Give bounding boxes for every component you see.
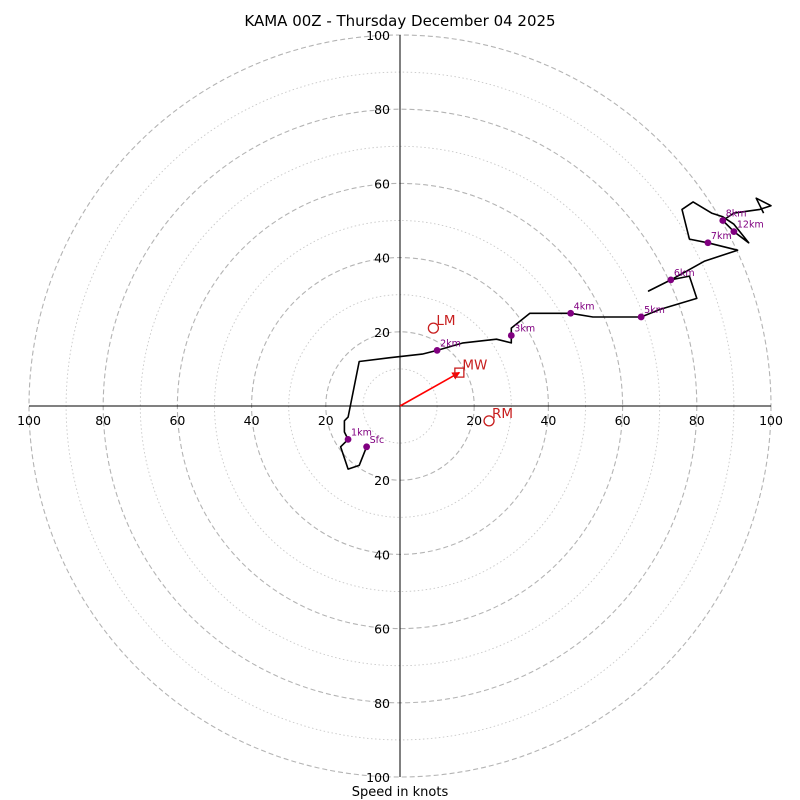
tick-label-left-20: 20	[318, 413, 334, 428]
height-label-8km: 8km	[726, 209, 747, 220]
tick-label-right-100: 100	[759, 413, 783, 428]
tick-label-up-60: 60	[374, 176, 390, 191]
tick-label-down-100: 100	[366, 770, 390, 785]
height-marker-Sfc	[363, 443, 371, 451]
tick-label-up-80: 80	[374, 102, 390, 117]
storm-motion-marker-RM	[483, 415, 495, 427]
mean-wind-vector	[399, 371, 461, 407]
tick-label-down-60: 60	[374, 622, 390, 637]
height-marker-2km	[433, 346, 441, 354]
tick-label-left-100: 100	[17, 413, 41, 428]
tick-label-right-40: 40	[540, 413, 556, 428]
hodograph-trace	[339, 197, 772, 470]
height-label-3km: 3km	[514, 324, 535, 335]
storm-motion-label-MW: MW	[462, 358, 487, 374]
tick-label-down-20: 20	[374, 473, 390, 488]
tick-label-down-80: 80	[374, 696, 390, 711]
height-marker-1km	[344, 435, 352, 443]
storm-motion-label-LM: LM	[436, 313, 455, 329]
tick-label-right-20: 20	[466, 413, 482, 428]
height-label-7km: 7km	[711, 231, 732, 242]
height-label-12km: 12km	[737, 220, 764, 231]
tick-label-up-20: 20	[374, 325, 390, 340]
tick-labels: 20 20 20 20 40 40 40 40 60 60 60 60 80 80 80 80 100 100 10…	[17, 28, 783, 785]
tick-label-up-40: 40	[374, 251, 390, 266]
tick-label-up-100: 100	[366, 28, 390, 43]
tick-label-right-60: 60	[615, 413, 631, 428]
height-marker-8km	[719, 217, 727, 224]
height-label-6km: 6km	[674, 268, 695, 279]
tick-label-right-80: 80	[689, 413, 705, 428]
height-marker-6km	[667, 276, 675, 284]
storm-motion-marker-LM	[427, 322, 440, 334]
x-axis-label: Speed in knots	[352, 785, 449, 800]
height-marker-3km	[507, 332, 515, 339]
height-label-4km: 4km	[574, 301, 595, 312]
height-marker-5km	[637, 313, 645, 321]
storm-motion-label-RM: RM	[492, 406, 513, 422]
height-label-5km: 5km	[644, 305, 665, 316]
height-label-1km: 1km	[351, 427, 372, 438]
tick-label-left-80: 80	[95, 413, 111, 428]
height-marker-4km	[567, 309, 575, 317]
hodograph-trace-group	[339, 197, 772, 470]
tick-label-left-40: 40	[244, 413, 260, 428]
chart-title: KAMA 00Z - Thursday December 04 2025	[244, 12, 555, 30]
storm-motion-markers: LM MW RM	[399, 313, 513, 427]
height-marker-7km	[704, 239, 712, 247]
tick-label-down-40: 40	[374, 547, 390, 562]
tick-label-left-60: 60	[169, 413, 185, 428]
height-label-Sfc: Sfc	[370, 435, 385, 446]
storm-motion-marker-MW	[454, 367, 465, 378]
height-marker-12km	[730, 228, 738, 236]
height-label-2km: 2km	[440, 338, 461, 349]
